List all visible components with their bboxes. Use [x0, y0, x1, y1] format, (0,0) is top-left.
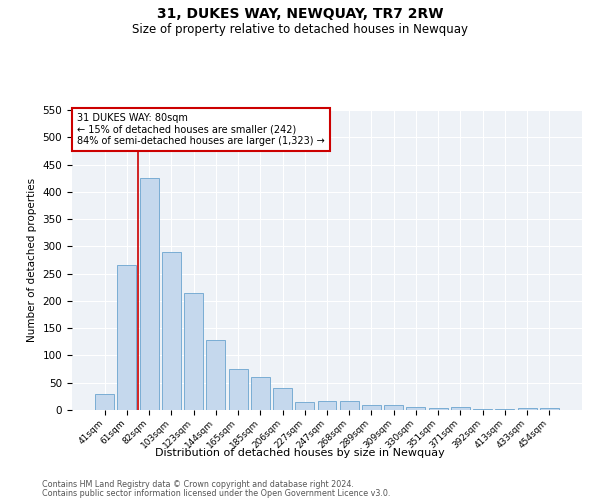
Text: Distribution of detached houses by size in Newquay: Distribution of detached houses by size … [155, 448, 445, 458]
Bar [206, 340, 225, 410]
Bar [317, 400, 337, 410]
Bar [518, 408, 536, 410]
Text: 31 DUKES WAY: 80sqm
← 15% of detached houses are smaller (242)
84% of semi-detac: 31 DUKES WAY: 80sqm ← 15% of detached ho… [77, 113, 325, 146]
Bar [451, 408, 470, 410]
Bar [140, 178, 158, 410]
Bar [406, 408, 425, 410]
Text: Size of property relative to detached houses in Newquay: Size of property relative to detached ho… [132, 22, 468, 36]
Bar [429, 408, 448, 410]
Y-axis label: Number of detached properties: Number of detached properties [27, 178, 37, 342]
Bar [184, 292, 203, 410]
Bar [384, 404, 403, 410]
Bar [496, 409, 514, 410]
Bar [95, 394, 114, 410]
Bar [473, 409, 492, 410]
Text: Contains public sector information licensed under the Open Government Licence v3: Contains public sector information licen… [42, 489, 391, 498]
Bar [340, 402, 359, 410]
Bar [295, 402, 314, 410]
Bar [362, 404, 381, 410]
Text: 31, DUKES WAY, NEWQUAY, TR7 2RW: 31, DUKES WAY, NEWQUAY, TR7 2RW [157, 8, 443, 22]
Bar [118, 266, 136, 410]
Bar [229, 368, 248, 410]
Text: Contains HM Land Registry data © Crown copyright and database right 2024.: Contains HM Land Registry data © Crown c… [42, 480, 354, 489]
Bar [540, 408, 559, 410]
Bar [251, 378, 270, 410]
Bar [273, 388, 292, 410]
Bar [162, 252, 181, 410]
